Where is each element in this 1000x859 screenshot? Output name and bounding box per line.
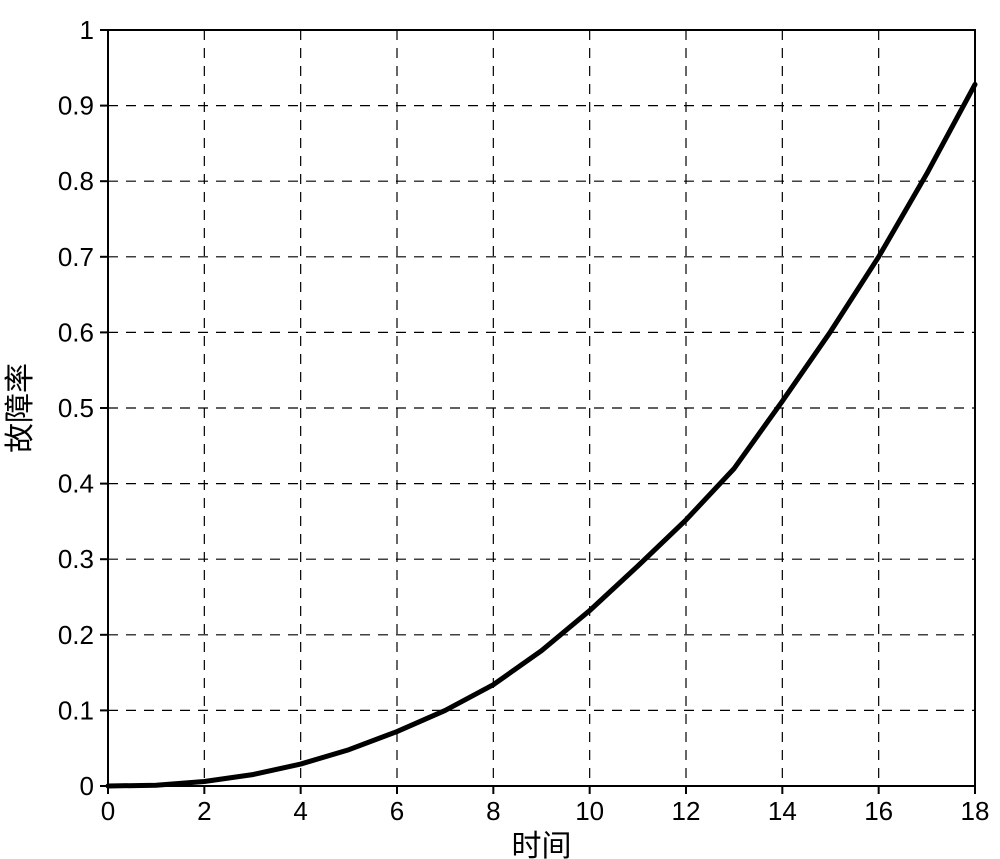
x-tick-label: 16 bbox=[864, 796, 893, 826]
x-tick-label: 18 bbox=[961, 796, 990, 826]
y-tick-label: 0.5 bbox=[58, 393, 94, 423]
x-tick-label: 6 bbox=[390, 796, 404, 826]
failure-rate-line bbox=[108, 84, 975, 786]
failure-rate-chart: 0 2 4 6 8 10 12 14 16 18 0 0.1 0.2 0.3 0.4 0.5 0.6 0.7 0.8… bbox=[0, 0, 1000, 859]
x-tick-label: 10 bbox=[575, 796, 604, 826]
x-tick-label: 12 bbox=[672, 796, 701, 826]
x-tick-label: 2 bbox=[197, 796, 211, 826]
x-tick-label: 4 bbox=[293, 796, 307, 826]
y-tick-label: 0.8 bbox=[58, 166, 94, 196]
y-tick-label: 0.1 bbox=[58, 695, 94, 725]
y-tick-label: 0.4 bbox=[58, 469, 94, 499]
y-tick-label: 1 bbox=[80, 15, 94, 45]
y-tick-label: 0.7 bbox=[58, 242, 94, 272]
y-tick-label: 0.3 bbox=[58, 544, 94, 574]
y-tick-label: 0 bbox=[80, 771, 94, 801]
x-tick-label: 8 bbox=[486, 796, 500, 826]
x-axis-label: 时间 bbox=[512, 830, 572, 859]
chart-svg: 0 2 4 6 8 10 12 14 16 18 0 0.1 0.2 0.3 0.4 0.5 0.6 0.7 0.8… bbox=[0, 0, 1000, 859]
y-tick-label: 0.9 bbox=[58, 91, 94, 121]
x-tick-label: 0 bbox=[101, 796, 115, 826]
y-tick-label: 0.2 bbox=[58, 620, 94, 650]
x-tick-label: 14 bbox=[768, 796, 797, 826]
y-tick-label: 0.6 bbox=[58, 317, 94, 347]
y-axis-label: 故障率 bbox=[4, 363, 37, 453]
